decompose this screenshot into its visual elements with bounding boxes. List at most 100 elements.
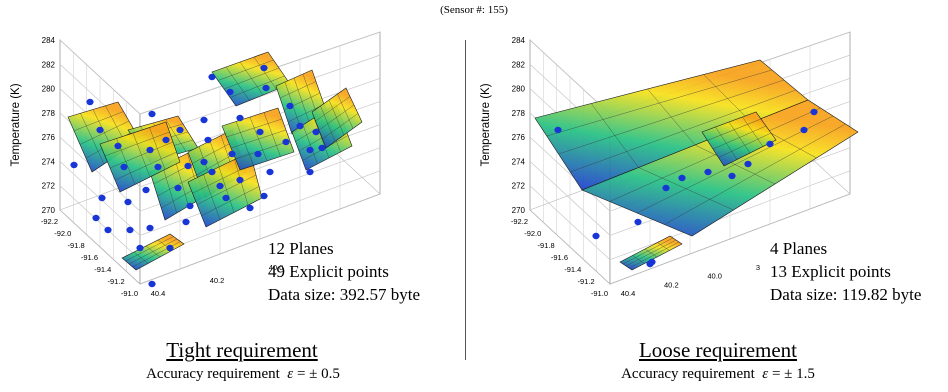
y-tick-label: -91.2 bbox=[108, 277, 125, 286]
mesh-line bbox=[263, 112, 281, 157]
explicit-point bbox=[226, 88, 234, 96]
mesh-line bbox=[230, 129, 287, 149]
explicit-point bbox=[114, 142, 122, 150]
explicit-point bbox=[592, 232, 600, 240]
mesh-line bbox=[165, 119, 187, 152]
z-tick-label: 274 bbox=[42, 157, 56, 166]
explicit-point bbox=[222, 194, 230, 202]
z-tick-label: 278 bbox=[512, 109, 526, 118]
z-tick-label: 278 bbox=[42, 109, 56, 118]
explicit-point bbox=[306, 168, 314, 176]
explicit-points-count: 49 Explicit points bbox=[268, 262, 389, 281]
explicit-point bbox=[148, 110, 156, 118]
explicit-point bbox=[228, 150, 236, 158]
mesh-line bbox=[628, 241, 680, 269]
y-tick-label: -91.0 bbox=[121, 289, 138, 298]
epsilon-symbol: ε bbox=[287, 366, 294, 382]
y-tick-label: -91.6 bbox=[81, 253, 98, 262]
explicit-point bbox=[286, 102, 294, 110]
explicit-point bbox=[146, 224, 154, 232]
explicit-point bbox=[312, 128, 320, 136]
y-tick-label: -92.0 bbox=[54, 229, 71, 238]
explicit-point bbox=[236, 114, 244, 122]
surface-plane bbox=[99, 121, 181, 193]
explicit-point bbox=[282, 138, 290, 146]
mesh-line bbox=[337, 93, 354, 129]
mesh-line bbox=[636, 115, 834, 214]
mesh-line bbox=[235, 140, 291, 160]
y-tick-label: -91.4 bbox=[94, 265, 111, 274]
explicit-point bbox=[208, 168, 216, 176]
explicit-point bbox=[260, 192, 268, 200]
explicit-point bbox=[254, 150, 262, 158]
data-size: Data size: 392.57 byte bbox=[268, 285, 421, 304]
explicit-point bbox=[148, 280, 156, 288]
x-tick-label: 3 bbox=[756, 263, 760, 272]
explicit-point bbox=[246, 204, 254, 212]
mesh-line bbox=[657, 242, 670, 251]
explicit-point bbox=[200, 116, 208, 124]
z-tick-label: 270 bbox=[42, 206, 56, 215]
z-tick-label: 284 bbox=[42, 36, 56, 45]
explicit-point bbox=[634, 218, 642, 226]
z-tick-label: 282 bbox=[512, 60, 526, 69]
accuracy-tight: Accuracy requirement ε = ± 0.5 bbox=[73, 366, 413, 383]
mesh-line bbox=[128, 238, 178, 265]
explicit-point bbox=[86, 98, 94, 106]
x-tick-label: 40.0 bbox=[269, 263, 284, 272]
explicit-point bbox=[120, 163, 128, 171]
z-tick-label: 276 bbox=[42, 133, 56, 142]
explicit-point bbox=[186, 202, 194, 210]
explicit-point bbox=[678, 174, 686, 182]
x-tick-label: 40.2 bbox=[664, 280, 679, 289]
explicit-point bbox=[306, 146, 314, 154]
explicit-point bbox=[204, 136, 212, 144]
mesh-line bbox=[703, 74, 752, 123]
explicit-point bbox=[92, 214, 100, 222]
explicit-point bbox=[554, 126, 562, 134]
y-tick-label: -91.4 bbox=[564, 265, 581, 274]
explicit-point bbox=[208, 73, 216, 81]
requirement-title-loose: Loose requirement bbox=[638, 338, 798, 362]
explicit-point bbox=[728, 172, 736, 180]
accuracy-value: = ± 1.5 bbox=[771, 366, 815, 382]
explicit-point bbox=[104, 226, 112, 234]
surface-plot-tight: 270 272 274 276 278 280 282 284 -92.2 -92.0 -91.8 -… bbox=[10, 31, 381, 298]
x-tick-label: 40.4 bbox=[151, 289, 166, 298]
x-tick-label: 40.0 bbox=[707, 272, 722, 281]
x-tick-label: 40.4 bbox=[621, 289, 636, 298]
explicit-point bbox=[704, 168, 712, 176]
requirement-title-tight: Tight requirement bbox=[166, 338, 318, 362]
epsilon-symbol: ε bbox=[762, 366, 769, 382]
mesh-line bbox=[718, 132, 772, 158]
y-tick-label: -91.6 bbox=[551, 253, 568, 262]
mesh-line bbox=[322, 113, 359, 140]
explicit-point bbox=[318, 144, 326, 152]
planes-count: 4 Planes bbox=[770, 239, 828, 258]
z-tick-label: 272 bbox=[512, 182, 526, 191]
explicit-point bbox=[70, 161, 78, 169]
mesh-line bbox=[318, 104, 355, 131]
sensor-caption: (Sensor #: 155) bbox=[440, 4, 508, 16]
explicit-point bbox=[256, 128, 264, 136]
explicit-point bbox=[646, 260, 654, 268]
stats-tight: 12 Planes 49 Explicit points Data size: … bbox=[268, 237, 420, 306]
z-tick-label: 282 bbox=[42, 60, 56, 69]
explicit-point bbox=[262, 84, 270, 92]
y-tick-label: -91.8 bbox=[68, 241, 85, 250]
explicit-point bbox=[162, 136, 170, 144]
z-tick-label: 274 bbox=[512, 157, 526, 166]
y-tick-label: -91.8 bbox=[538, 241, 555, 250]
explicit-point bbox=[142, 186, 150, 194]
explicit-point bbox=[800, 126, 808, 134]
accuracy-label: Accuracy requirement bbox=[621, 366, 755, 382]
mesh-line bbox=[114, 151, 177, 181]
explicit-point bbox=[96, 126, 104, 134]
surface-plot-loose: 270 272 274 276 278 280 282 284 -92.2 -92.0 -91.8 -… bbox=[480, 31, 859, 298]
y-tick-label: -92.2 bbox=[511, 217, 528, 226]
mesh-line bbox=[712, 125, 767, 150]
y-tick-label: -91.0 bbox=[591, 289, 608, 298]
mesh-line bbox=[558, 79, 785, 155]
mesh-line bbox=[196, 174, 257, 205]
